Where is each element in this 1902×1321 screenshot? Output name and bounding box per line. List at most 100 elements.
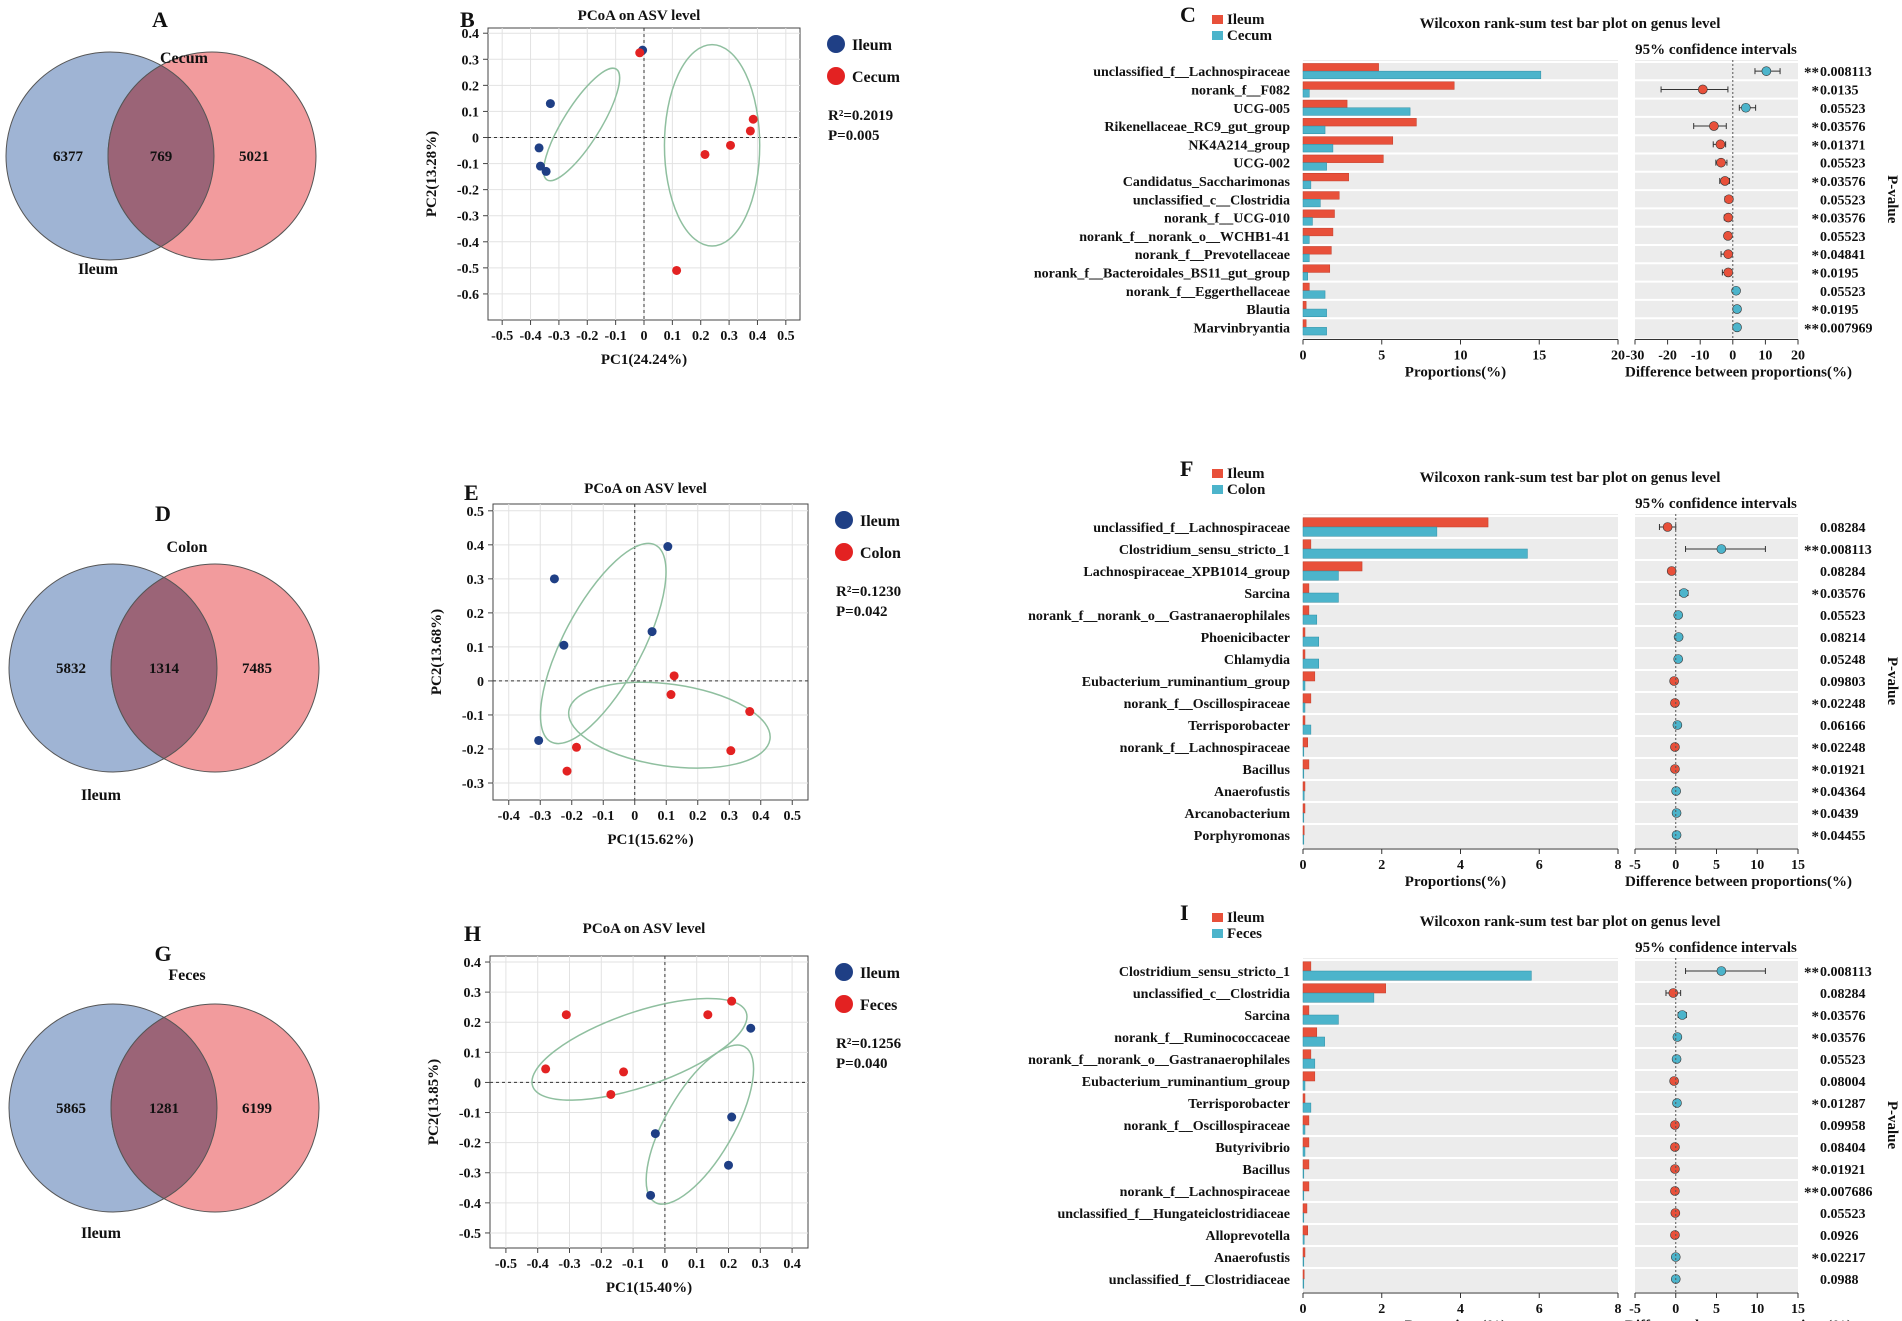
p-value-text: 0.08214: [1820, 631, 1866, 646]
bar-other: [1302, 970, 1532, 981]
genus-label: norank_f__Ruminococcaceae: [1114, 1031, 1290, 1046]
bar-ileum: [1302, 1005, 1310, 1016]
venn-left-label: Ileum: [78, 261, 119, 278]
data-point-cecum: [726, 140, 736, 150]
p-value-text: 0.0195: [1820, 303, 1859, 318]
p-value-text: 0.05523: [1820, 102, 1866, 117]
p-value-text: 0.05523: [1820, 609, 1866, 624]
significance-stars: *: [1812, 741, 1820, 757]
significance-stars: *: [1812, 138, 1820, 154]
y-tick-label: -0.2: [457, 184, 479, 199]
difference-point: [1670, 1252, 1681, 1262]
genus-label: Butyrivibrio: [1215, 1141, 1290, 1156]
p-value-text: 0.08404: [1820, 1141, 1866, 1156]
significance-stars: **: [1804, 1185, 1819, 1201]
x-tick-label: -0.4: [498, 809, 520, 824]
x-tick-label: -0.5: [495, 1257, 517, 1272]
data-point-feces: [541, 1064, 551, 1074]
x-tick-label: -0.3: [548, 329, 570, 344]
difference-point: [1672, 720, 1683, 730]
legend-swatch-ileum: [835, 963, 853, 981]
bar-other: [1302, 327, 1327, 336]
bar-ileum: [1302, 264, 1331, 273]
legend-label: Colon: [860, 545, 901, 562]
bar-other: [1302, 308, 1327, 317]
bar-panel-bg: [1303, 60, 1618, 339]
legend-swatch-other: [1212, 31, 1223, 40]
x-tick-label: -0.4: [527, 1257, 549, 1272]
x-tick-label: -0.4: [519, 329, 541, 344]
y-tick-label: 0.3: [467, 573, 485, 588]
ci-label: 95% confidence intervals: [1635, 496, 1797, 512]
bar-other: [1302, 162, 1327, 171]
bar-ileum: [1302, 561, 1363, 572]
genus-label: unclassified_c__Clostridia: [1133, 193, 1290, 208]
x-tick-label: 4: [1457, 1302, 1464, 1317]
p-value-text: 0.08284: [1820, 987, 1866, 1002]
bar-other: [1302, 253, 1310, 263]
significance-stars: **: [1804, 321, 1819, 337]
significance-stars: *: [1812, 248, 1820, 264]
bar-other: [1302, 614, 1318, 625]
x-tick-label: 2: [1378, 858, 1385, 873]
p-value-text: 0.03576: [1820, 1009, 1866, 1024]
p-value-text: 0.04364: [1820, 785, 1866, 800]
x-tick-label: 0.4: [752, 809, 770, 824]
x-tick-label: 5: [1378, 349, 1385, 364]
p-value: P=0.005: [828, 128, 879, 144]
legend-label: Colon: [1227, 482, 1266, 498]
x-axis-label: PC1(15.62%): [607, 832, 693, 848]
venn-right-label: Colon: [167, 539, 208, 556]
x-tick-label: 0.1: [688, 1257, 706, 1272]
panel-label: D: [155, 501, 171, 526]
bar-ileum: [1302, 118, 1417, 127]
y-axis-label: PC2(13.68%): [429, 609, 445, 695]
bar-other: [1302, 107, 1411, 116]
p-value-text: 0.02248: [1820, 741, 1866, 756]
x-tick-label: 4: [1457, 858, 1464, 873]
x-tick-label: 20: [1791, 349, 1805, 364]
legend-swatch-other: [835, 543, 853, 561]
data-point-ileum: [647, 627, 657, 637]
bar-ileum: [1302, 671, 1316, 682]
genus-label: Candidatus_Saccharimonas: [1123, 175, 1291, 190]
x-tick-label: 8: [1615, 858, 1622, 873]
significance-stars: *: [1812, 175, 1820, 191]
p-value-text: 0.008113: [1820, 543, 1872, 558]
bar-other: [1302, 1058, 1316, 1069]
genus-label: Bacillus: [1243, 763, 1291, 778]
data-point-ileum: [646, 1190, 656, 1200]
difference-point: [1673, 632, 1684, 642]
genus-label: norank_f__Oscillospiraceae: [1124, 697, 1290, 712]
genus-label: Bacillus: [1243, 1163, 1291, 1178]
bar-ileum: [1302, 1027, 1318, 1038]
panel-label: I: [1180, 900, 1189, 925]
legend-swatch-other: [827, 67, 845, 85]
difference-point: [1732, 304, 1742, 314]
venn-left-label: Ileum: [81, 1225, 122, 1242]
legend-label: Cecum: [852, 69, 901, 86]
genus-label: norank_f__Eggerthellaceae: [1126, 285, 1290, 300]
p-value-text: 0.05523: [1820, 193, 1866, 208]
x-tick-label: 0.3: [720, 329, 738, 344]
genus-label: unclassified_f__Hungateiclostridiaceae: [1057, 1207, 1290, 1222]
r-squared: R²=0.1230: [836, 584, 901, 600]
p-value-text: 0.01921: [1820, 1163, 1866, 1178]
p-value-text: 0.03576: [1820, 175, 1866, 190]
data-point-feces: [561, 1010, 571, 1020]
genus-label: Sarcina: [1244, 587, 1290, 602]
panel-label: C: [1180, 2, 1196, 27]
bar-other: [1302, 724, 1312, 735]
p-value-text: 0.08284: [1820, 521, 1866, 536]
bar-ileum: [1302, 1093, 1306, 1104]
venn-shared-count: 769: [150, 149, 173, 165]
significance-stars: *: [1812, 266, 1820, 282]
difference-point: [1741, 102, 1751, 113]
bar-other: [1302, 992, 1375, 1003]
difference-point: [1672, 1032, 1683, 1042]
bar-ileum: [1302, 1225, 1308, 1236]
y-tick-label: 0.2: [464, 1016, 482, 1031]
genus-label: UCG-005: [1233, 102, 1290, 117]
venn-shared-count: 1314: [149, 661, 180, 677]
bar-ileum: [1302, 1269, 1305, 1280]
